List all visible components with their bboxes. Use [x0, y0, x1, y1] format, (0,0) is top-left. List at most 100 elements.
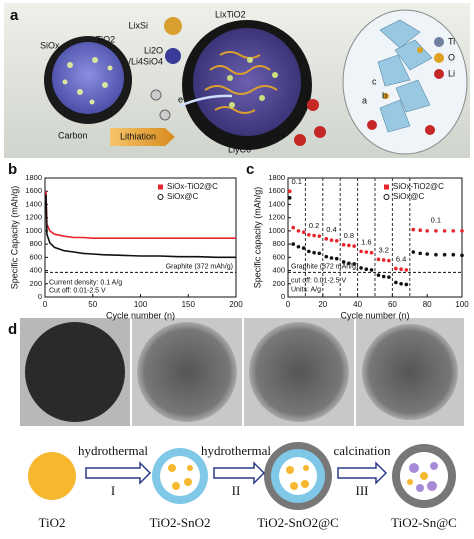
label: O: [448, 52, 455, 62]
point: [347, 261, 351, 266]
point: [301, 230, 306, 235]
legend-label: SiOx-TiO2@C: [393, 182, 444, 191]
point: [381, 274, 386, 279]
lixsi-icon: [164, 17, 182, 35]
x-tick-label: 100: [455, 300, 469, 309]
y-tick-label: 600: [29, 252, 42, 261]
dots: [227, 57, 278, 108]
point: [296, 229, 301, 233]
x-tick-label: 0: [43, 300, 48, 309]
point: [347, 243, 351, 248]
lithiated-core: [193, 28, 301, 136]
y-tick-label: 1000: [25, 226, 42, 235]
point: [394, 266, 398, 271]
y-tick-label: 1800: [268, 173, 285, 182]
point: [460, 229, 464, 233]
y-tick-label: 0: [281, 292, 285, 301]
annotation: Units: A/g: [291, 286, 321, 293]
x-tick-label: 40: [353, 300, 362, 309]
label: LiyC6: [228, 144, 251, 154]
rate-label: 1.6: [361, 237, 371, 246]
label: Li2O: [144, 45, 163, 55]
axis-label: c: [372, 76, 377, 86]
rate-label: 0.8: [344, 231, 354, 240]
point: [341, 260, 346, 264]
point: [460, 253, 464, 258]
point: [387, 275, 391, 279]
annotation: cut off: 0.01-2.5 V: [291, 277, 346, 284]
y-tick-label: 800: [272, 239, 285, 248]
rate-label: 0.2: [309, 221, 319, 230]
axis-label: a: [362, 95, 367, 105]
y-tick-label: 1600: [268, 186, 285, 195]
point: [334, 239, 339, 243]
x-tick-label: 50: [88, 300, 97, 309]
legend-marker: [383, 194, 390, 200]
y-tick-label: 1200: [268, 213, 285, 222]
point: [359, 266, 363, 270]
annotation: Graphite (372 mAh/g): [291, 263, 358, 270]
point: [312, 233, 316, 238]
point: [369, 268, 374, 272]
x-tick-label: 80: [423, 300, 432, 309]
point: [329, 256, 334, 260]
product: TiO2: [39, 515, 66, 530]
label: e-: [178, 94, 186, 104]
point: [291, 225, 296, 230]
y-tick-label: 0: [38, 292, 42, 301]
point: [317, 251, 322, 256]
y-tick-label: 1400: [268, 199, 285, 208]
step: hydrothermal: [78, 443, 148, 458]
legend-li: [434, 69, 444, 79]
particle-core: [52, 42, 124, 114]
point: [399, 281, 403, 286]
y-tick-label: 1800: [25, 173, 42, 182]
point: [394, 280, 398, 285]
legend-ti: [434, 37, 444, 47]
point: [411, 250, 416, 254]
step: hydrothermal: [201, 443, 271, 458]
point: [376, 273, 381, 277]
point: [364, 250, 369, 254]
label: Carbon: [58, 130, 88, 140]
legend-label: SiOx-TiO2@C: [167, 182, 218, 191]
point: [442, 229, 447, 233]
legend-marker: [384, 184, 389, 190]
axis-label: b: [382, 90, 387, 100]
li2o-icon: [165, 48, 181, 64]
y-tick-label: 1600: [25, 186, 42, 195]
step: I: [111, 483, 115, 498]
label: LixSi: [128, 20, 148, 30]
x-tick-label: 60: [388, 300, 397, 309]
arrow: [179, 94, 233, 108]
point: [291, 242, 296, 246]
series-line: [45, 194, 236, 259]
point: [399, 267, 403, 272]
point: [324, 237, 329, 241]
point: [381, 258, 386, 262]
panel-label: c: [246, 161, 254, 178]
label: Lithiation: [120, 131, 156, 141]
rate-label: 3.2: [378, 245, 388, 254]
point: [404, 282, 409, 287]
point: [364, 267, 369, 272]
point: [451, 252, 456, 257]
point: [434, 229, 438, 233]
product: TiO2-SnO2: [150, 515, 211, 530]
point: [324, 254, 329, 259]
point: [334, 256, 339, 261]
y-axis-label: Specific Capacity (mAh/g): [9, 186, 19, 290]
step: II: [232, 483, 241, 498]
point: [418, 228, 423, 233]
y-tick-label: 200: [29, 279, 42, 288]
y-tick-label: 600: [272, 252, 285, 261]
point: [418, 251, 423, 256]
point: [359, 249, 363, 254]
point: [352, 244, 356, 248]
rate-label: 0.1: [431, 216, 441, 225]
y-tick-label: 400: [29, 266, 42, 275]
annotation: Graphite (372 mAh/g): [166, 263, 233, 270]
annotation: Cut off: 0.01-2.5 V: [49, 287, 106, 294]
panel-label: a: [10, 7, 19, 24]
